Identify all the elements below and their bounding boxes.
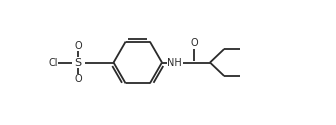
Text: Cl: Cl: [48, 58, 58, 68]
Text: O: O: [190, 38, 198, 48]
Text: S: S: [75, 58, 82, 68]
Text: O: O: [75, 74, 82, 84]
Text: NH: NH: [167, 58, 182, 68]
Text: O: O: [75, 41, 82, 51]
